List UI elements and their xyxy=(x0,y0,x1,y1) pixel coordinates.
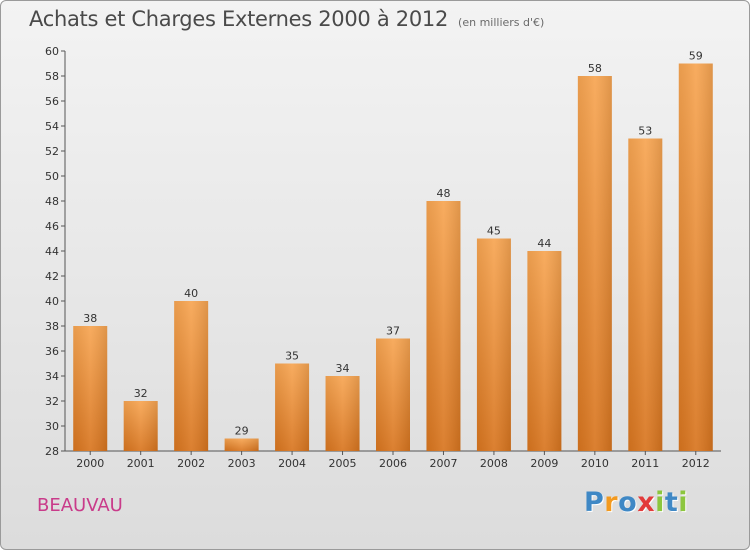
bar-shade xyxy=(123,401,158,451)
bar-value-label: 48 xyxy=(436,187,450,200)
x-tick-label: 2011 xyxy=(631,457,659,470)
y-tick-label: 52 xyxy=(45,145,59,158)
y-tick-label: 34 xyxy=(45,370,59,383)
y-tick-label: 38 xyxy=(45,320,59,333)
y-tick-label: 48 xyxy=(45,195,59,208)
bar-shade xyxy=(577,76,612,451)
bar-shade xyxy=(325,376,360,451)
x-tick-label: 2005 xyxy=(329,457,357,470)
bar-value-label: 34 xyxy=(336,362,350,375)
logo-letter: x xyxy=(637,487,656,518)
town-name: BEAUVAU xyxy=(37,495,123,516)
bar-shade xyxy=(174,301,209,451)
bar-shade xyxy=(224,438,259,451)
chart-title-text: Achats et Charges Externes 2000 à 2012 xyxy=(29,7,449,31)
x-tick-label: 2008 xyxy=(480,457,508,470)
chart-title: Achats et Charges Externes 2000 à 2012 (e… xyxy=(29,7,544,31)
bar-shade xyxy=(678,63,713,451)
y-tick-label: 54 xyxy=(45,120,59,133)
logo-letter: o xyxy=(618,487,638,518)
bar-shade xyxy=(73,326,108,451)
x-tick-label: 2012 xyxy=(682,457,710,470)
bar-value-label: 37 xyxy=(386,325,400,338)
x-tick-label: 2001 xyxy=(127,457,155,470)
bar-value-label: 58 xyxy=(588,62,602,75)
y-tick-label: 60 xyxy=(45,45,59,58)
x-tick-label: 2003 xyxy=(228,457,256,470)
bar-value-label: 38 xyxy=(83,312,97,325)
bar-value-label: 44 xyxy=(537,237,551,250)
bar-value-label: 45 xyxy=(487,225,501,238)
bar-value-label: 32 xyxy=(134,387,148,400)
x-tick-label: 2006 xyxy=(379,457,407,470)
y-tick-label: 32 xyxy=(45,395,59,408)
y-tick-label: 42 xyxy=(45,270,59,283)
y-tick-label: 46 xyxy=(45,220,59,233)
chart-subtitle: (en milliers d'€) xyxy=(458,16,545,29)
bar-shade xyxy=(426,201,461,451)
bar-shade xyxy=(376,338,410,451)
x-tick-label: 2002 xyxy=(177,457,205,470)
bar-shade xyxy=(275,363,310,451)
y-tick-label: 50 xyxy=(45,170,59,183)
x-tick-label: 2004 xyxy=(278,457,306,470)
logo-letter: i xyxy=(655,487,665,518)
bar-shade xyxy=(476,238,511,451)
bar-shade xyxy=(527,251,562,451)
logo-letter: i xyxy=(678,487,689,518)
bar-value-label: 29 xyxy=(235,425,249,438)
bar-value-label: 59 xyxy=(689,50,703,63)
bar-value-label: 35 xyxy=(285,350,299,363)
bar-value-label: 53 xyxy=(638,125,652,138)
y-tick-label: 44 xyxy=(45,245,59,258)
logo-letter: r xyxy=(604,487,619,518)
y-tick-label: 30 xyxy=(45,420,59,433)
y-tick-label: 56 xyxy=(45,95,59,108)
x-tick-label: 2007 xyxy=(429,457,457,470)
bar-shade xyxy=(628,138,663,451)
logo-letter: P xyxy=(584,487,605,518)
y-tick-label: 40 xyxy=(45,295,59,308)
y-tick-label: 36 xyxy=(45,345,59,358)
bar-value-label: 40 xyxy=(184,287,198,300)
y-tick-label: 28 xyxy=(45,445,59,458)
x-tick-label: 2000 xyxy=(76,457,104,470)
proxiti-logo[interactable]: Proxiti xyxy=(584,487,688,518)
logo-letter: t xyxy=(664,487,679,518)
x-tick-label: 2009 xyxy=(530,457,558,470)
y-tick-label: 58 xyxy=(45,70,59,83)
x-tick-label: 2010 xyxy=(581,457,609,470)
